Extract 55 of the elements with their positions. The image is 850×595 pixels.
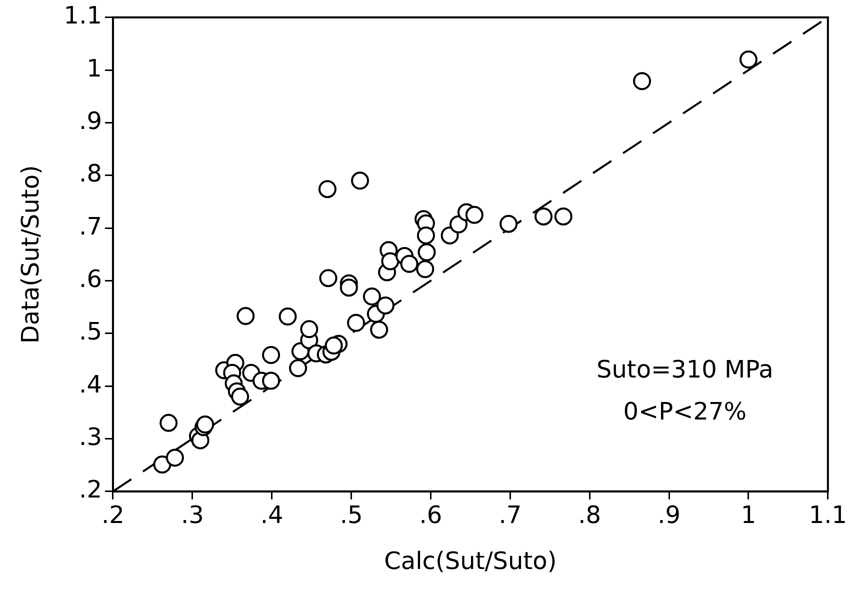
point [262, 372, 280, 390]
point [278, 308, 297, 326]
point [351, 172, 370, 190]
point [465, 206, 484, 224]
point [500, 214, 518, 233]
point [370, 320, 388, 339]
y-tick-label: .6 [79, 264, 102, 293]
x-tick-label: .8 [578, 501, 602, 530]
x-tick-label: .3 [180, 501, 204, 530]
y-tick-label: .4 [79, 370, 102, 398]
point [739, 50, 758, 69]
y-tick-label: .7 [79, 212, 102, 240]
y-tick-label: .5 [79, 318, 102, 346]
y-axis-title: Data(Sut/Suto) [16, 165, 45, 344]
point [362, 288, 381, 306]
x-tick-label: 1.1 [808, 501, 847, 530]
y-tick-label: .2 [79, 476, 102, 504]
point [289, 359, 308, 378]
y-tick-label: .8 [79, 160, 102, 188]
x-axis-title: Calc(Sut/Suto) [384, 546, 557, 575]
y-tick-label: .9 [79, 106, 102, 135]
x-tick-label: .6 [419, 501, 442, 530]
point [166, 448, 184, 467]
point [400, 254, 418, 273]
x-tick-label: .9 [658, 501, 680, 530]
point [231, 388, 250, 406]
y-tick-label: 1.1 [64, 2, 102, 30]
point [160, 414, 178, 432]
point [347, 314, 366, 332]
point [324, 336, 343, 355]
point [300, 320, 318, 338]
point [236, 307, 255, 326]
annotation: 0<P<27% [623, 398, 747, 426]
x-tick-label: .7 [498, 501, 522, 530]
x-tick-label: 1 [740, 501, 756, 530]
point [450, 215, 468, 234]
point [633, 72, 652, 90]
point [418, 243, 436, 262]
point [376, 296, 394, 314]
point [554, 207, 572, 226]
point [416, 226, 435, 244]
point [318, 180, 336, 198]
point [153, 456, 172, 474]
point [262, 346, 280, 364]
annotation: Suto=310 MPa [596, 356, 774, 384]
x-tick-label: .2 [102, 501, 124, 530]
x-tick-label: .4 [260, 501, 284, 530]
y-tick-label: .3 [79, 422, 102, 451]
point [534, 207, 553, 226]
point [381, 252, 400, 270]
y-tick-label: 1 [86, 54, 102, 82]
point [340, 278, 358, 297]
point [319, 269, 338, 288]
x-tick-label: .5 [340, 501, 363, 530]
point [416, 260, 434, 278]
